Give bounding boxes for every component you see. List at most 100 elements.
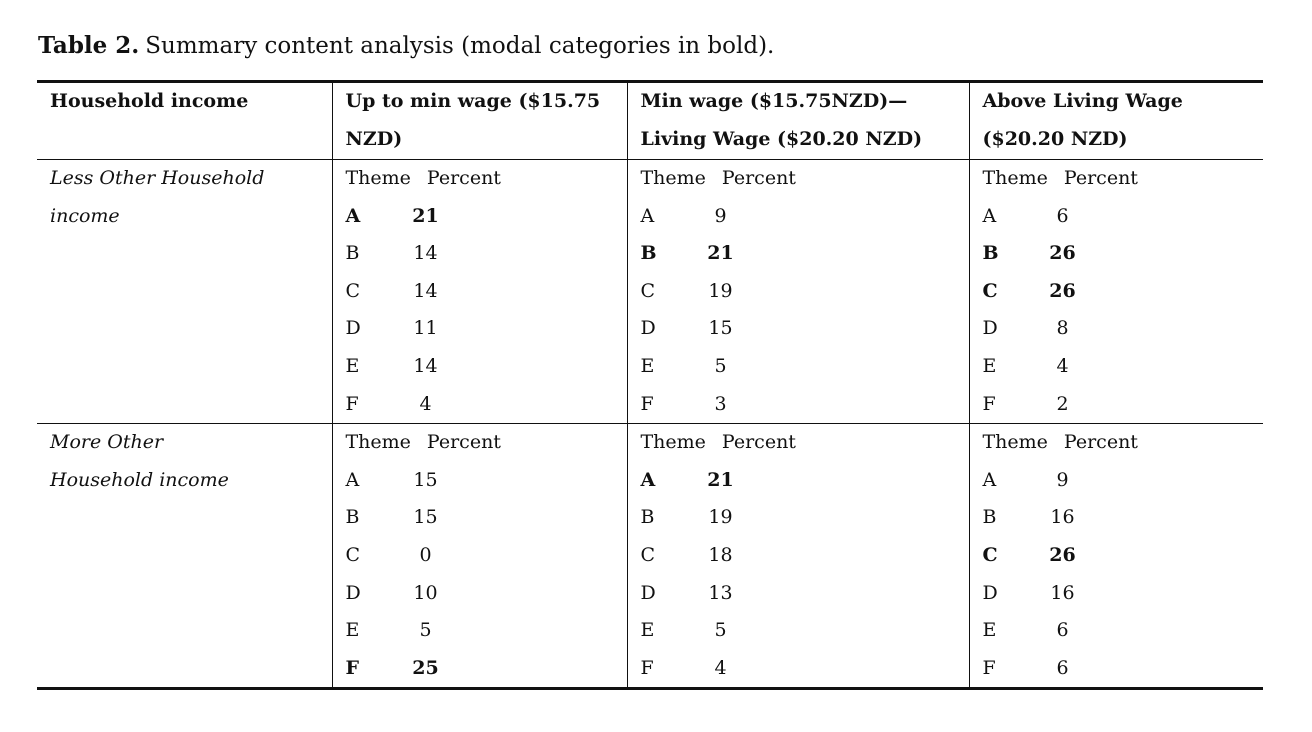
- sub-header-theme: Theme: [640, 431, 706, 454]
- percent: 21: [707, 468, 734, 491]
- theme: F: [640, 656, 654, 679]
- theme: E: [982, 354, 997, 377]
- theme: C: [982, 279, 998, 302]
- theme: D: [640, 581, 656, 604]
- theme: D: [982, 317, 998, 340]
- caption: Table 2. Summary content analysis (modal …: [38, 32, 774, 59]
- theme: B: [640, 242, 657, 265]
- theme-line: B 21: [641, 235, 969, 273]
- theme-line: C 14: [346, 273, 627, 311]
- theme: C: [640, 279, 656, 302]
- percent: 9: [1056, 468, 1069, 491]
- sub-header-percent: Percent: [426, 431, 501, 454]
- table-row: More Other Household income Theme Percent A…: [37, 423, 1264, 691]
- theme-line: C 26: [983, 273, 1264, 311]
- theme: B: [345, 242, 360, 265]
- summary-table: Household income Up to min wage ($15.75 N…: [37, 80, 1264, 691]
- table-row: Less Other Household income Theme Percent A…: [37, 159, 1264, 424]
- group-cell: Theme Percent A 9 B 21 C 19 D 15 E 5 F 3: [626, 159, 969, 424]
- group-cell: Theme Percent A 9 B 16 C 26 D 16 E 6 F 6: [968, 423, 1264, 691]
- theme: F: [640, 392, 654, 415]
- percent: 15: [413, 506, 438, 529]
- column-header: Above Living Wage ($20.20 NZD): [968, 80, 1263, 160]
- theme-line: D 10: [346, 575, 627, 613]
- theme: E: [640, 354, 655, 377]
- theme-line: E 14: [346, 348, 627, 386]
- sub-header: Theme Percent: [983, 160, 1264, 198]
- theme-line: B 19: [641, 499, 969, 537]
- percent: 25: [412, 656, 439, 679]
- theme: D: [640, 317, 656, 340]
- sub-header-theme: Theme: [640, 167, 706, 189]
- theme-line: B 16: [983, 499, 1264, 537]
- theme: F: [982, 656, 996, 679]
- theme: A: [640, 468, 656, 491]
- theme: E: [345, 354, 360, 377]
- sub-header-theme: Theme: [345, 431, 411, 454]
- percent: 26: [1049, 543, 1076, 566]
- theme: C: [640, 543, 656, 566]
- sub-header-percent: Percent: [1063, 431, 1138, 454]
- percent: 15: [413, 468, 438, 491]
- percent: 16: [1050, 506, 1075, 529]
- theme: A: [345, 204, 361, 227]
- caption-label: Table 2.: [38, 32, 140, 59]
- theme: A: [982, 468, 997, 491]
- theme-line: C 19: [641, 273, 969, 311]
- theme: A: [982, 204, 997, 227]
- theme-line: F 25: [346, 650, 627, 688]
- theme: B: [982, 242, 999, 265]
- percent: 18: [708, 543, 733, 566]
- sub-header-percent: Percent: [1063, 167, 1138, 189]
- sub-header-percent: Percent: [721, 431, 796, 454]
- theme: D: [345, 581, 361, 604]
- percent: 8: [1056, 317, 1069, 340]
- sub-header: Theme Percent: [641, 160, 969, 198]
- sub-header-theme: Theme: [982, 167, 1048, 189]
- theme: F: [345, 392, 359, 415]
- percent: 19: [708, 279, 733, 302]
- percent: 11: [413, 317, 438, 340]
- percent: 2: [1056, 392, 1069, 415]
- theme: E: [640, 619, 655, 642]
- group-cell: Theme Percent A 21 B 19 C 18 D 13 E 5 F 4: [626, 423, 969, 691]
- percent: 4: [419, 392, 432, 415]
- theme: C: [345, 543, 361, 566]
- percent: 6: [1056, 656, 1069, 679]
- column-header: Up to min wage ($15.75 NZD): [331, 80, 627, 160]
- percent: 26: [1049, 242, 1076, 265]
- percent: 21: [707, 242, 734, 265]
- theme: D: [982, 581, 998, 604]
- theme-line: D 11: [346, 310, 627, 348]
- sub-header: Theme Percent: [346, 160, 627, 198]
- group-cell: Theme Percent A 6 B 26 C 26 D 8 E 4 F 2: [968, 159, 1264, 424]
- sub-header-theme: Theme: [982, 431, 1048, 454]
- table-body: Less Other Household income Theme Percent A…: [37, 159, 1264, 691]
- percent: 13: [708, 581, 733, 604]
- theme: C: [345, 279, 361, 302]
- percent: 5: [714, 354, 727, 377]
- theme: B: [640, 506, 655, 529]
- theme: B: [982, 506, 997, 529]
- percent: 10: [413, 581, 438, 604]
- percent: 5: [419, 619, 432, 642]
- theme: E: [345, 619, 360, 642]
- sub-header: Theme Percent: [983, 424, 1264, 462]
- theme-line: A 21: [346, 198, 627, 236]
- sub-header: Theme Percent: [346, 424, 627, 462]
- theme: D: [345, 317, 361, 340]
- theme-line: C 26: [983, 537, 1264, 575]
- percent: 6: [1056, 619, 1069, 642]
- sub-header-percent: Percent: [426, 167, 501, 189]
- theme-line: D 13: [641, 575, 969, 613]
